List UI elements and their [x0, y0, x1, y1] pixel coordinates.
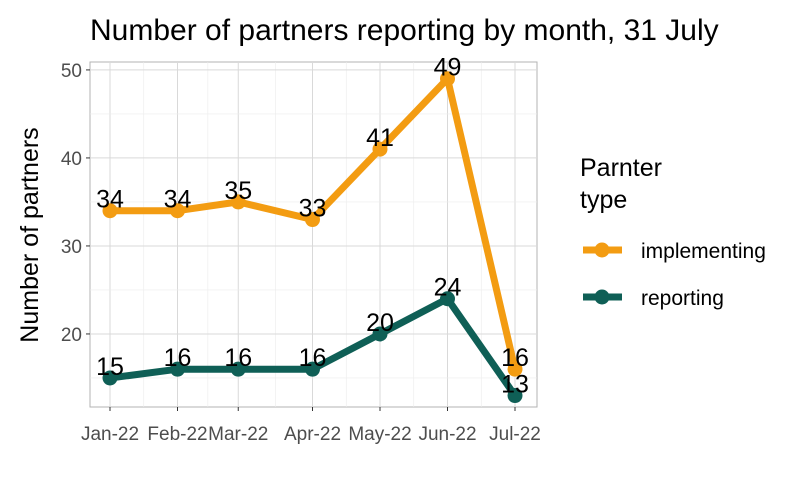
data-labels: 34 34 35 33 41 49 16 15 16 16 16 20 24 13	[96, 54, 529, 399]
legend-key-point-reporting	[594, 289, 610, 305]
x-tick-label: May-22	[348, 424, 411, 445]
data-label-implementing: 34	[164, 186, 192, 214]
data-label-implementing: 16	[501, 344, 529, 372]
data-point-implementing	[102, 203, 118, 219]
data-label-implementing: 35	[224, 177, 252, 205]
y-axis-title: Number of partners	[16, 127, 44, 342]
data-label-implementing: 34	[96, 186, 124, 214]
y-tick-label: 40	[61, 149, 82, 170]
legend-title-line-1: Parnter	[580, 154, 662, 182]
x-tick-label: Jul-22	[489, 424, 541, 445]
data-label-reporting: 15	[96, 353, 124, 381]
data-label-reporting: 20	[366, 309, 394, 337]
plot-panel	[89, 61, 538, 408]
data-point-implementing	[372, 141, 388, 157]
data-label-implementing: 33	[299, 195, 327, 223]
data-point-reporting	[170, 361, 185, 377]
x-tick-label: Mar-22	[208, 424, 268, 445]
data-point-reporting	[305, 361, 320, 377]
legend-items: implementing reporting	[583, 240, 766, 310]
legend-key-point-implementing	[594, 242, 610, 258]
series-layer	[102, 71, 523, 404]
legend: Parnter type implementing reporting	[580, 154, 766, 310]
data-point-implementing	[440, 71, 455, 87]
data-point-reporting	[440, 291, 455, 307]
y-tick-label: 50	[61, 61, 82, 82]
data-point-implementing	[507, 361, 523, 377]
legend-label-reporting: reporting	[641, 287, 724, 310]
y-tick-label: 20	[61, 325, 82, 346]
data-point-reporting	[230, 361, 246, 377]
legend-label-implementing: implementing	[641, 240, 766, 263]
data-point-reporting	[507, 388, 523, 404]
data-label-reporting: 24	[434, 274, 462, 302]
data-label-reporting: 13	[501, 371, 529, 399]
grid-lines	[90, 62, 537, 407]
data-label-reporting: 16	[299, 344, 327, 372]
data-point-reporting	[102, 370, 118, 386]
y-tick-label: 30	[61, 237, 82, 258]
data-label-reporting: 16	[224, 344, 252, 372]
x-tick-label: Jan-22	[81, 424, 139, 445]
data-label-implementing: 49	[434, 54, 462, 82]
x-axis-ticks: Jan-22 Feb-22 Mar-22 Apr-22 May-22 Jun-22 Jul-…	[81, 407, 541, 445]
data-point-implementing	[305, 212, 320, 228]
chart-title: Number of partners reporting by month, 3…	[90, 14, 719, 47]
x-tick-label: Feb-22	[147, 424, 207, 445]
legend-title-line-2: type	[580, 186, 627, 214]
y-axis-ticks: 20 30 40 50	[61, 61, 90, 346]
data-point-implementing	[230, 194, 246, 210]
data-point-reporting	[372, 326, 388, 342]
data-label-reporting: 16	[164, 344, 192, 372]
x-tick-label: Apr-22	[284, 424, 341, 445]
data-point-implementing	[170, 203, 185, 219]
data-label-implementing: 41	[366, 124, 394, 152]
x-tick-label: Jun-22	[418, 424, 476, 445]
